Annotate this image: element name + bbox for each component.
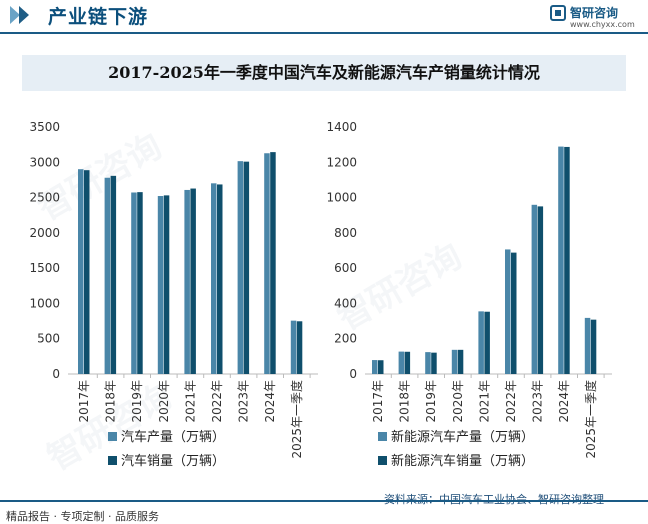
chart-title-bar: 2017-2025年一季度中国汽车及新能源汽车产销量统计情况 <box>22 55 626 91</box>
brand: 智研咨询 www.chyxx.com <box>550 3 640 35</box>
page-footer: 精品报告 · 专项定制 · 品质服务 <box>0 500 648 524</box>
bar-car-production <box>104 177 111 374</box>
legend-swatch <box>378 456 387 465</box>
bar-car-production <box>157 196 164 374</box>
y-tick-label: 1000 <box>326 191 357 205</box>
bar-nev-production <box>531 204 538 374</box>
bar-nev-production <box>558 146 564 374</box>
bar-car-sales <box>270 152 276 374</box>
bar-car-sales <box>84 170 90 374</box>
x-tick-label: 2024年 <box>557 380 571 423</box>
x-tick-label: 2023年 <box>531 380 545 423</box>
bar-car-production <box>78 169 84 374</box>
bar-car-production <box>264 153 270 374</box>
brand-logo-icon <box>550 5 566 21</box>
x-tick-label: 2017年 <box>371 380 385 423</box>
brand-name: 智研咨询 <box>570 6 619 20</box>
page-header: 产业链下游 智研咨询 www.chyxx.com <box>0 0 648 30</box>
y-tick-label: 1500 <box>29 261 60 275</box>
bar-nev-sales <box>590 319 597 374</box>
bar-nev-sales <box>537 206 544 374</box>
y-tick-label: 2500 <box>29 191 60 205</box>
x-tick-label: 2024年 <box>263 380 277 423</box>
bar-car-sales <box>110 175 117 374</box>
bar-car-sales <box>190 188 196 374</box>
y-tick-label: 2000 <box>29 226 60 240</box>
brand-url: www.chyxx.com <box>570 20 635 29</box>
chart-title: 2017-2025年一季度中国汽车及新能源汽车产销量统计情况 <box>108 63 540 82</box>
x-tick-label: 2017年 <box>77 380 91 423</box>
y-tick-label: 500 <box>37 332 60 346</box>
bar-car-sales <box>243 161 250 374</box>
bar-car-production <box>211 183 217 374</box>
header-title: 产业链下游 <box>48 6 149 28</box>
bar-car-sales <box>163 195 170 374</box>
y-tick-label: 3000 <box>29 155 60 169</box>
x-tick-label: 2019年 <box>424 380 438 423</box>
x-tick-label: 2022年 <box>504 380 518 423</box>
legend-label: 新能源汽车产量（万辆） <box>391 429 534 445</box>
y-tick-label: 400 <box>334 296 357 310</box>
bar-car-production <box>184 189 190 374</box>
y-tick-label: 800 <box>334 226 357 240</box>
data-source: 资料来源：中国汽车工业协会、智研咨询整理 <box>384 491 604 507</box>
bar-car-production <box>290 320 297 374</box>
x-tick-label: 2018年 <box>104 380 118 423</box>
x-tick-label: 2020年 <box>157 380 171 423</box>
bar-car-sales <box>296 321 303 374</box>
x-tick-label: 2018年 <box>398 380 412 423</box>
x-tick-label: 2023年 <box>237 380 251 423</box>
bar-car-production <box>131 192 137 374</box>
x-tick-label: 2021年 <box>183 380 197 423</box>
y-tick-label: 1000 <box>29 296 60 310</box>
y-tick-label: 1400 <box>326 120 357 134</box>
bar-nev-sales <box>457 349 464 374</box>
legend-label: 汽车销量（万辆） <box>121 453 225 469</box>
y-tick-label: 0 <box>52 367 60 381</box>
footer-slogan: 精品报告 · 专项定制 · 品质服务 <box>6 510 159 523</box>
bar-nev-sales <box>564 146 570 374</box>
legend-swatch <box>108 432 117 441</box>
bar-nev-production <box>425 352 431 374</box>
y-tick-label: 3500 <box>29 120 60 134</box>
legend-label: 新能源汽车销量（万辆） <box>391 453 534 469</box>
x-tick-label: 2025年一季度 <box>289 380 304 459</box>
header-arrow-icon <box>10 6 32 24</box>
bar-nev-sales <box>404 351 411 374</box>
y-tick-label: 1200 <box>326 155 357 169</box>
bar-nev-sales <box>378 360 384 374</box>
bar-nev-production <box>584 317 591 374</box>
x-tick-label: 2021年 <box>477 380 491 423</box>
bar-car-production <box>237 161 244 374</box>
bar-car-sales <box>137 192 143 374</box>
bar-nev-production <box>398 351 405 374</box>
bar-nev-sales <box>511 252 517 374</box>
y-tick-label: 600 <box>334 261 357 275</box>
x-tick-label: 2025年一季度 <box>583 380 598 459</box>
header-divider <box>0 32 648 34</box>
bar-nev-production <box>505 249 511 374</box>
bar-nev-production <box>478 311 484 374</box>
x-tick-label: 2022年 <box>210 380 224 423</box>
footer-divider <box>0 500 648 502</box>
legend-swatch <box>378 432 387 441</box>
y-tick-label: 200 <box>334 332 357 346</box>
bar-nev-production <box>372 360 378 374</box>
y-tick-label: 0 <box>349 367 357 381</box>
bar-car-sales <box>217 184 223 374</box>
bar-nev-sales <box>431 352 437 374</box>
bar-nev-sales <box>484 311 490 374</box>
x-tick-label: 2020年 <box>451 380 465 423</box>
x-tick-label: 2019年 <box>130 380 144 423</box>
bar-nev-production <box>451 349 458 374</box>
legend-swatch <box>108 456 117 465</box>
legend-label: 汽车产量（万辆） <box>121 429 225 445</box>
